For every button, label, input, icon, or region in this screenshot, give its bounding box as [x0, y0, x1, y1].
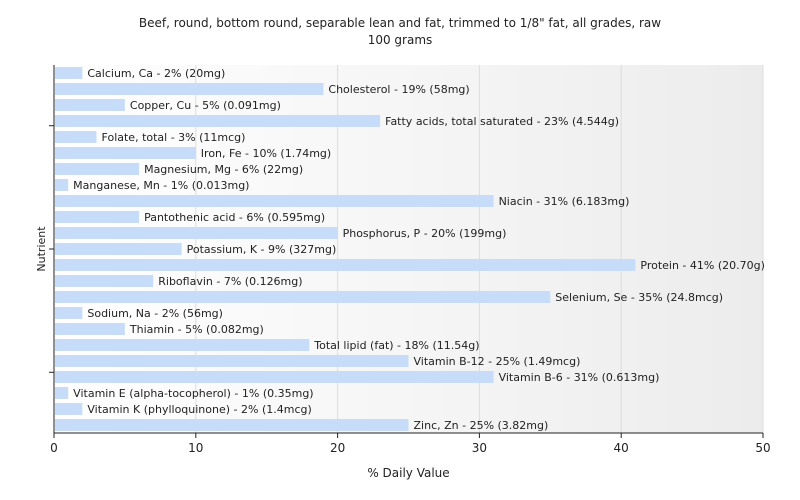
- bar: [55, 243, 182, 255]
- bar: [55, 259, 636, 271]
- bar-label: Iron, Fe - 10% (1.74mg): [201, 147, 331, 160]
- x-tick-label: 30: [472, 441, 487, 455]
- bar-label: Protein - 41% (20.70g): [640, 259, 765, 272]
- bar-label: Total lipid (fat) - 18% (11.54g): [313, 339, 479, 352]
- bar-label: Selenium, Se - 35% (24.8mcg): [555, 291, 723, 304]
- x-tick-label: 50: [755, 441, 770, 455]
- bar: [55, 147, 196, 159]
- bar: [55, 355, 409, 367]
- bar: [55, 211, 140, 223]
- bar: [55, 227, 338, 239]
- x-tick-label: 20: [330, 441, 345, 455]
- bar: [55, 339, 310, 351]
- bar: [55, 403, 83, 415]
- bar-label: Vitamin K (phylloquinone) - 2% (1.4mcg): [87, 403, 311, 416]
- y-axis-title: Nutrient: [35, 226, 48, 272]
- bar-label: Zinc, Zn - 25% (3.82mg): [414, 419, 549, 432]
- bar-label: Vitamin E (alpha-tocopherol) - 1% (0.35m…: [73, 387, 313, 400]
- bar: [55, 115, 381, 127]
- bar-label: Copper, Cu - 5% (0.091mg): [130, 99, 281, 112]
- bar-label: Thiamin - 5% (0.082mg): [129, 323, 264, 336]
- bar: [55, 275, 154, 287]
- bar-label: Magnesium, Mg - 6% (22mg): [144, 163, 303, 176]
- bar: [55, 323, 125, 335]
- bar: [55, 195, 494, 207]
- x-tick-label: 40: [614, 441, 629, 455]
- bar-label: Riboflavin - 7% (0.126mg): [158, 275, 302, 288]
- bar: [55, 83, 324, 95]
- bar: [55, 131, 97, 143]
- bar: [55, 371, 494, 383]
- bar-label: Calcium, Ca - 2% (20mg): [87, 67, 225, 80]
- bar-label: Vitamin B-6 - 31% (0.613mg): [499, 371, 660, 384]
- x-tick-label: 0: [50, 441, 58, 455]
- bar-label: Folate, total - 3% (11mcg): [102, 131, 246, 144]
- bar-label: Niacin - 31% (6.183mg): [499, 195, 630, 208]
- bar: [55, 291, 551, 303]
- bar: [55, 419, 409, 431]
- bar-labels: Calcium, Ca - 2% (20mg) Cholesterol - 19%…: [73, 67, 765, 432]
- bar-label: Sodium, Na - 2% (56mg): [87, 307, 223, 320]
- bar: [55, 67, 83, 79]
- bar-label: Manganese, Mn - 1% (0.013mg): [73, 179, 249, 192]
- bar-label: Phosphorus, P - 20% (199mg): [343, 227, 507, 240]
- bar-label: Pantothenic acid - 6% (0.595mg): [144, 211, 325, 224]
- bar-label: Potassium, K - 9% (327mg): [187, 243, 337, 256]
- chart-subtitle: 100 grams: [368, 33, 433, 47]
- bar-label: Cholesterol - 19% (58mg): [328, 83, 469, 96]
- bar-label: Fatty acids, total saturated - 23% (4.54…: [385, 115, 619, 128]
- bar: [55, 179, 69, 191]
- bars: [55, 67, 636, 431]
- bar-label: Vitamin B-12 - 25% (1.49mcg): [414, 355, 581, 368]
- axes: 0 10 20 30 40 50: [49, 65, 771, 455]
- x-axis-title: % Daily Value: [367, 466, 449, 480]
- chart-title: Beef, round, bottom round, separable lea…: [139, 16, 661, 30]
- bar: [55, 163, 140, 175]
- bar: [55, 307, 83, 319]
- bar: [55, 99, 125, 111]
- x-tick-label: 10: [188, 441, 203, 455]
- bar: [55, 387, 69, 399]
